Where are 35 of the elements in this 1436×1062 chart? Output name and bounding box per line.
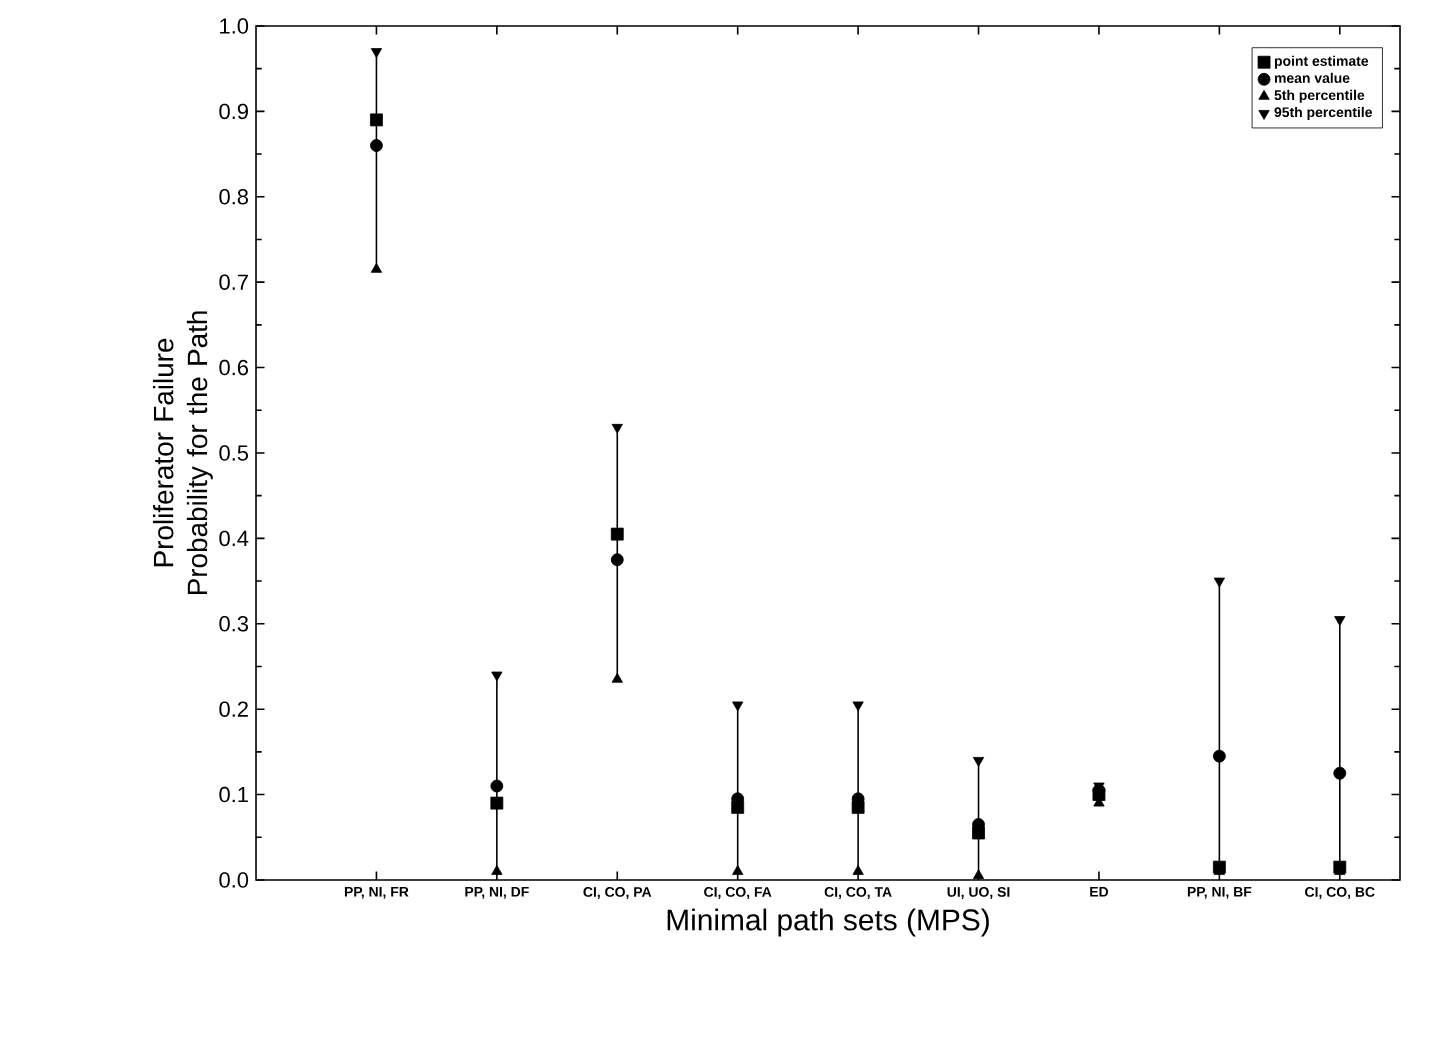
- y-tick-label: 0.0: [219, 872, 249, 888]
- point: [491, 865, 503, 875]
- y-tick-label: 0.8: [219, 189, 249, 205]
- point: [1213, 577, 1225, 588]
- y-tick-label: 0.5: [219, 445, 249, 461]
- point: [611, 423, 623, 434]
- point: [972, 869, 985, 880]
- x-axis-title: Minimal path sets (MPS): [667, 908, 989, 937]
- point: [370, 262, 383, 273]
- y-tick-label: 1.0: [220, 18, 249, 34]
- point: [1212, 749, 1226, 763]
- y-tick-label: 0.2: [219, 701, 248, 717]
- y-tick-label: 0.3: [219, 616, 249, 632]
- point: [852, 701, 864, 712]
- point: [370, 139, 383, 152]
- point: [370, 48, 383, 58]
- point: [610, 553, 624, 567]
- point: [1334, 616, 1346, 626]
- y-tick-label: 0.7: [219, 274, 248, 290]
- y-axis-title: Proliferator Failure Probability for the Path: [152, 311, 213, 595]
- point: [491, 671, 503, 682]
- point: [852, 865, 864, 875]
- point: [732, 701, 744, 712]
- y-tick-label: 0.4: [219, 530, 249, 547]
- point: [972, 757, 985, 767]
- point: [732, 865, 744, 875]
- point: [610, 527, 624, 541]
- y-tick-label: 0.6: [219, 359, 249, 376]
- point: [370, 113, 383, 127]
- point: [490, 779, 504, 793]
- point: [1333, 766, 1347, 780]
- point: [490, 796, 504, 810]
- y-tick-label: 0.1: [219, 786, 248, 803]
- y-tick-label: 0.9: [219, 103, 248, 120]
- point: [611, 672, 623, 683]
